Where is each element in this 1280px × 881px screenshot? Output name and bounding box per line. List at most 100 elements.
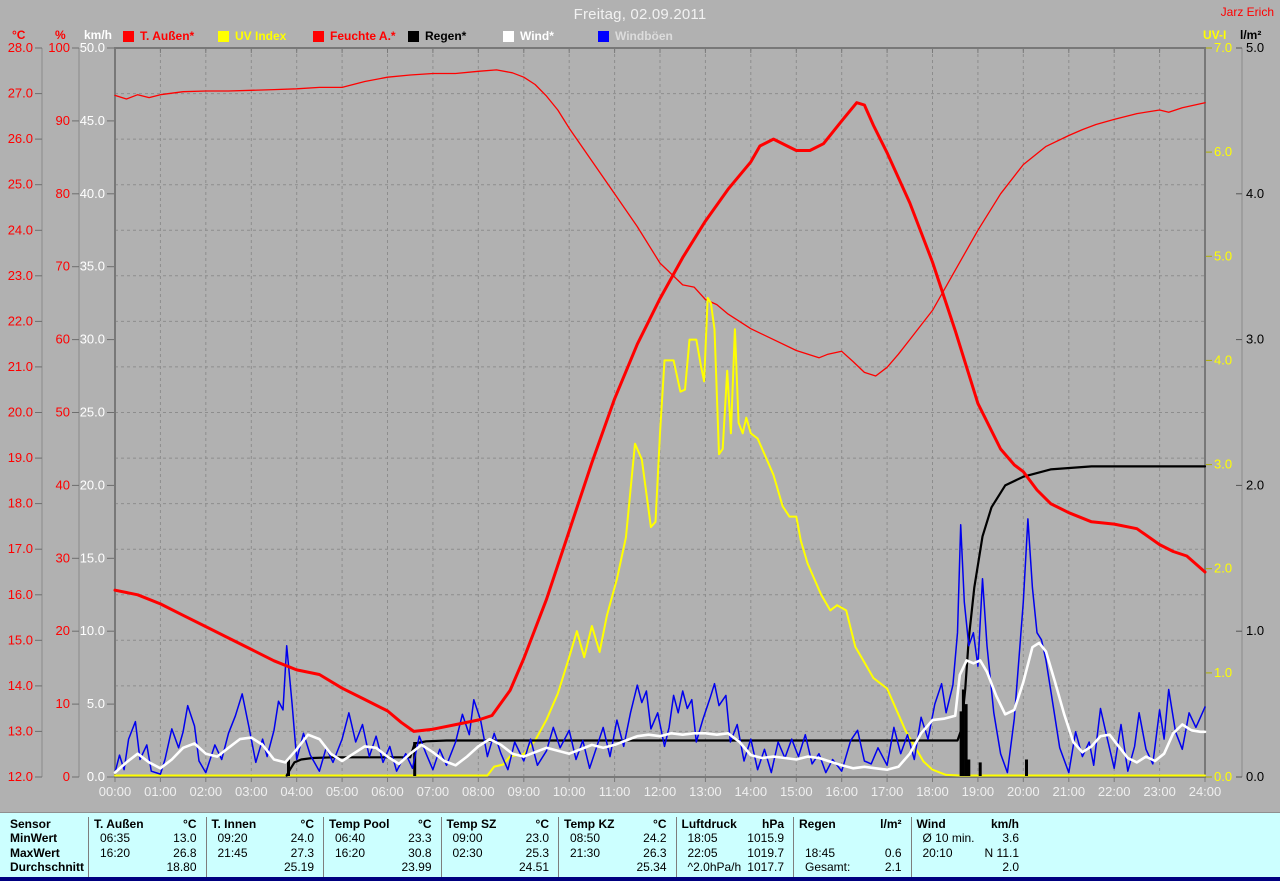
value-time: 16:20 — [100, 845, 131, 860]
table-row-labels: Sensor MinWert MaxWert Durchschnitt — [0, 817, 88, 877]
table-column-t-au-en: T. Außen °C 06:35 13.0 16:20 26.8 18.80 — [88, 817, 206, 877]
axis-label-wind: 40.0 — [80, 186, 105, 201]
x-axis-label: 13:00 — [689, 784, 722, 799]
axis-label-hum: 10 — [56, 696, 70, 711]
unit-label-uv-index: UV-I — [1203, 28, 1227, 42]
axis-label-uv: 5.0 — [1214, 248, 1232, 263]
value-time: 08:50 — [570, 831, 601, 846]
axis-label-uv: 1.0 — [1214, 665, 1232, 680]
sensor-unit: l/m² — [880, 817, 902, 831]
value-time: Gesamt: — [805, 860, 851, 875]
value-number: 27.3 — [290, 845, 314, 860]
value-number: 2.1 — [884, 860, 902, 875]
table-column-luftdruck: Luftdruck hPa 18:05 1015.9 22:05 1019.7 ^2.0hP… — [675, 817, 794, 877]
table-column-t-innen: T. Innen °C 09:20 24.0 21:45 27.3 25.19 — [205, 817, 324, 877]
avg-row: 25.34 — [559, 860, 676, 874]
axis-label-rain: 1.0 — [1246, 623, 1264, 638]
table-column-regen: Regen l/m² 18:45 0.6 Gesamt: 2.1 — [793, 817, 911, 877]
avg-row: ^2.0hPa/h 1017.7 — [677, 860, 794, 874]
axis-label-temp: 13.0 — [8, 723, 33, 738]
x-axis-label: 21:00 — [1053, 784, 1086, 799]
axis-label-temp: 21.0 — [8, 359, 33, 374]
x-axis-label: 04:00 — [280, 784, 313, 799]
legend-chip — [408, 30, 419, 42]
x-axis-label: 00:00 — [99, 784, 132, 799]
max-row: 22:05 1019.7 — [677, 846, 794, 860]
axis-label-hum: 30 — [56, 550, 70, 565]
sensor-name: Temp KZ — [564, 817, 615, 831]
unit-label-celsius: °C — [12, 28, 26, 42]
axis-label-wind: 0.0 — [87, 769, 105, 784]
axis-label-uv: 2.0 — [1214, 561, 1232, 576]
x-axis-label: 15:00 — [780, 784, 813, 799]
axis-label-hum: 50 — [56, 405, 70, 420]
unit-label-kmh: km/h — [84, 28, 113, 42]
max-row: 21:45 27.3 — [207, 846, 324, 860]
value-number: 0.6 — [884, 845, 902, 860]
legend-label: Regen* — [425, 29, 467, 43]
author-label: Jarz Erich — [1220, 5, 1274, 19]
table-column-wind: Wind km/h Ø 10 min. 3.6 20:10 N 11.1 2.0 — [910, 817, 1029, 877]
sensor-name: T. Außen — [94, 817, 144, 831]
axis-label-temp: 12.0 — [8, 769, 33, 784]
sensor-unit: °C — [183, 817, 197, 831]
axis-label-wind: 30.0 — [80, 332, 105, 347]
value-number: 25.34 — [636, 860, 667, 875]
x-axis-label: 14:00 — [735, 784, 768, 799]
min-row: 18:05 1015.9 — [677, 831, 794, 845]
avg-row: 18.80 — [89, 860, 206, 874]
sensor-unit: °C — [300, 817, 314, 831]
axis-label-wind: 25.0 — [80, 405, 105, 420]
axis-label-wind: 20.0 — [80, 477, 105, 492]
avg-row: 24.51 — [442, 860, 559, 874]
value-number: 1015.9 — [747, 831, 784, 846]
axis-label-temp: 27.0 — [8, 86, 33, 101]
legend-item-uv-index: UV Index — [218, 29, 286, 43]
axis-label-wind: 50.0 — [80, 40, 105, 55]
axis-label-temp: 24.0 — [8, 222, 33, 237]
avg-row: Gesamt: 2.1 — [794, 860, 911, 874]
axis-label-temp: 16.0 — [8, 587, 33, 602]
x-axis-label: 23:00 — [1143, 784, 1176, 799]
sensor-unit: °C — [418, 817, 432, 831]
axis-label-rain: 0.0 — [1246, 769, 1264, 784]
x-axis-label: 01:00 — [144, 784, 177, 799]
axis-label-hum: 60 — [56, 332, 70, 347]
avg-row: 23.99 — [324, 860, 441, 874]
x-axis-label: 03:00 — [235, 784, 268, 799]
x-axis-label: 19:00 — [962, 784, 995, 799]
table-column-temp-sz: Temp SZ °C 09:00 23.0 02:30 25.3 24.51 — [440, 817, 559, 877]
sensor-name: T. Innen — [211, 817, 257, 831]
value-number: 25.3 — [525, 845, 549, 860]
legend-label: Windböen — [615, 29, 673, 43]
x-axis-label: 10:00 — [553, 784, 586, 799]
value-time: 16:20 — [335, 845, 366, 860]
unit-label-percent: % — [55, 28, 66, 42]
value-time: ^2.0hPa/h — [687, 860, 742, 875]
value-time: 06:40 — [335, 831, 366, 846]
sensor-name: Luftdruck — [681, 817, 737, 831]
legend-item-t-au-en-: T. Außen* — [123, 29, 194, 43]
axis-label-uv: 6.0 — [1214, 144, 1232, 159]
axis-label-hum: 80 — [56, 186, 70, 201]
stats-table: Sensor MinWert MaxWert Durchschnitt T. Außen… — [0, 812, 1280, 877]
value-time: 18:05 — [687, 831, 718, 846]
axis-label-hum: 20 — [56, 623, 70, 638]
legend-chip — [598, 30, 609, 42]
x-axis-label: 20:00 — [1007, 784, 1040, 799]
avg-row: 2.0 — [912, 860, 1029, 874]
legend-label: UV Index — [235, 29, 287, 43]
value-number: 24.0 — [290, 831, 314, 846]
value-time: 06:35 — [100, 831, 131, 846]
axis-label-wind: 15.0 — [80, 550, 105, 565]
value-time — [559, 860, 636, 874]
series-windboeen — [114, 518, 1206, 775]
axis-label-temp: 25.0 — [8, 177, 33, 192]
axis-label-rain: 4.0 — [1246, 186, 1264, 201]
value-number: 26.3 — [643, 845, 667, 860]
bottom-bar — [0, 877, 1280, 881]
value-number: 23.0 — [525, 831, 549, 846]
axis-label-wind: 45.0 — [80, 113, 105, 128]
max-row: 20:10 N 11.1 — [912, 846, 1029, 860]
legend-item-regen-: Regen* — [408, 29, 466, 43]
